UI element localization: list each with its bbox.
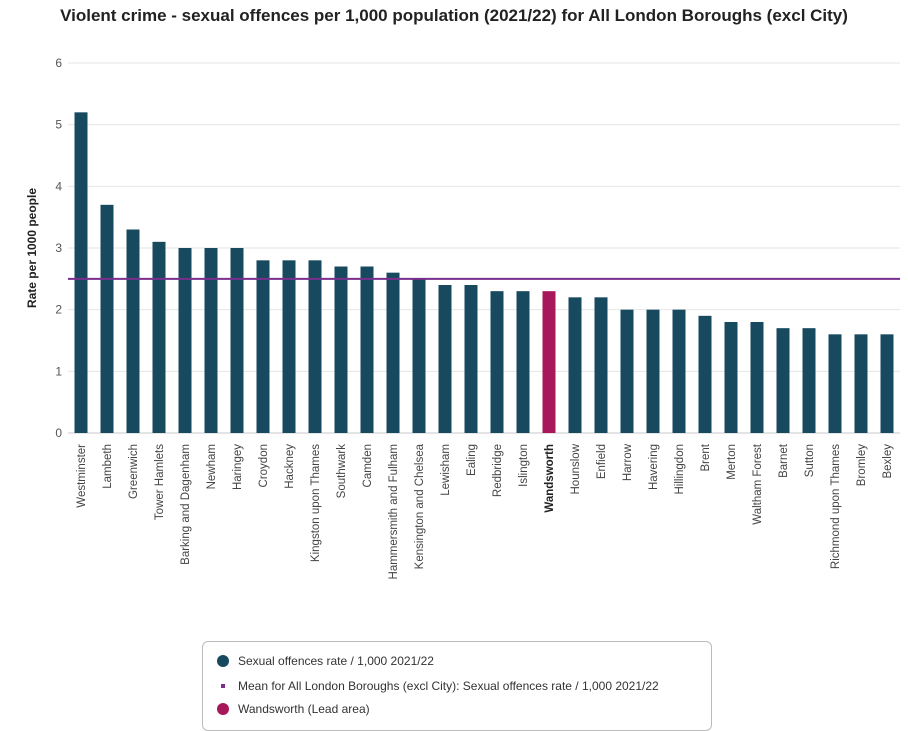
bar [750, 322, 764, 433]
y-axis-title: Rate per 1000 people [25, 188, 39, 308]
x-tick-label: Brent [700, 443, 712, 471]
x-tick-label: Barnet [778, 443, 790, 478]
bar [126, 229, 140, 433]
bar [204, 248, 218, 433]
y-tick-label: 5 [55, 118, 62, 132]
legend-swatch-lead [217, 703, 229, 715]
x-tick-label: Harrow [622, 443, 634, 481]
x-axis-labels: Westminster Lambeth Greenwich Tower Hamlets… [76, 443, 894, 579]
bar [620, 309, 634, 433]
chart-title: Violent crime - sexual offences per 1,00… [60, 6, 848, 25]
bar [412, 278, 426, 433]
gridlines [68, 62, 900, 434]
y-tick-label: 2 [55, 303, 62, 317]
bar [776, 328, 790, 433]
y-tick-label: 0 [55, 426, 62, 440]
x-tick-label: Haringey [232, 444, 244, 490]
x-tick-label: Lewisham [440, 444, 452, 496]
x-tick-label: Hounslow [570, 443, 582, 494]
bar [646, 309, 660, 433]
bar [854, 334, 868, 433]
legend-label-lead: Wandsworth (Lead area) [238, 702, 370, 716]
x-tick-label: Bromley [856, 444, 868, 486]
x-tick-label: Greenwich [128, 444, 140, 499]
x-tick-label: Croydon [258, 444, 270, 487]
bar [438, 285, 452, 433]
legend-item-lead: Wandsworth (Lead area) [217, 702, 370, 716]
y-tick-label: 1 [55, 364, 62, 378]
x-tick-label: Redbridge [492, 444, 504, 497]
legend-label-series: Sexual offences rate / 1,000 2021/22 [238, 654, 434, 668]
bar [542, 291, 556, 433]
bar [100, 204, 114, 433]
bar [490, 291, 504, 433]
x-tick-label: Havering [648, 444, 660, 490]
x-tick-label: Hillingdon [674, 444, 686, 495]
x-tick-label: Westminster [76, 444, 88, 508]
bar [802, 328, 816, 433]
x-tick-label: Merton [726, 444, 738, 480]
bar [724, 322, 738, 433]
y-axis-ticks: 0 1 2 3 4 5 6 [55, 56, 62, 440]
y-tick-label: 3 [55, 241, 62, 255]
bar [698, 315, 712, 433]
bar [386, 272, 400, 433]
legend-swatch-series [217, 655, 229, 667]
bar [828, 334, 842, 433]
bar [594, 297, 608, 433]
y-tick-label: 4 [55, 179, 62, 193]
bar [230, 248, 244, 433]
bar [74, 112, 88, 433]
x-tick-label: Hammersmith and Fulham [388, 444, 400, 579]
x-tick-label: Newham [206, 444, 218, 489]
x-tick-label: Camden [362, 444, 374, 487]
bar [672, 309, 686, 433]
bar [152, 241, 166, 433]
bar [568, 297, 582, 433]
legend: Sexual offences rate / 1,000 2021/22 Mea… [202, 641, 712, 731]
legend-label-mean: Mean for All London Boroughs (excl City)… [238, 679, 659, 693]
y-tick-label: 6 [55, 56, 62, 70]
bar [360, 266, 374, 433]
legend-swatch-mean [221, 684, 225, 688]
x-tick-label: Bexley [882, 444, 894, 479]
bar-chart: 0 1 2 3 4 5 6 Westminster Lambeth Greenwich Tower… [25, 56, 900, 579]
x-tick-label: Wandsworth [544, 444, 556, 513]
bar [334, 266, 348, 433]
x-tick-label: Sutton [804, 444, 816, 477]
x-tick-label: Southwark [336, 444, 348, 499]
x-tick-label: Richmond upon Thames [830, 444, 842, 569]
bar [880, 334, 894, 433]
x-tick-label: Enfield [596, 444, 608, 479]
x-tick-label: Kensington and Chelsea [414, 443, 426, 569]
x-tick-label: Islington [518, 444, 530, 487]
x-tick-label: Tower Hamlets [154, 444, 166, 520]
bar [308, 260, 322, 433]
bar [178, 248, 192, 433]
x-tick-label: Hackney [284, 444, 296, 489]
x-tick-label: Barking and Dagenham [180, 444, 192, 565]
bar [464, 285, 478, 433]
bar [282, 260, 296, 433]
x-tick-label: Ealing [466, 444, 478, 476]
legend-item-series: Sexual offences rate / 1,000 2021/22 [217, 654, 434, 668]
x-tick-label: Kingston upon Thames [310, 444, 322, 562]
bar [256, 260, 270, 433]
x-tick-label: Lambeth [102, 444, 114, 489]
x-tick-label: Waltham Forest [752, 443, 764, 525]
bars [74, 112, 894, 433]
legend-item-mean: Mean for All London Boroughs (excl City)… [217, 679, 659, 693]
bar [516, 291, 530, 433]
